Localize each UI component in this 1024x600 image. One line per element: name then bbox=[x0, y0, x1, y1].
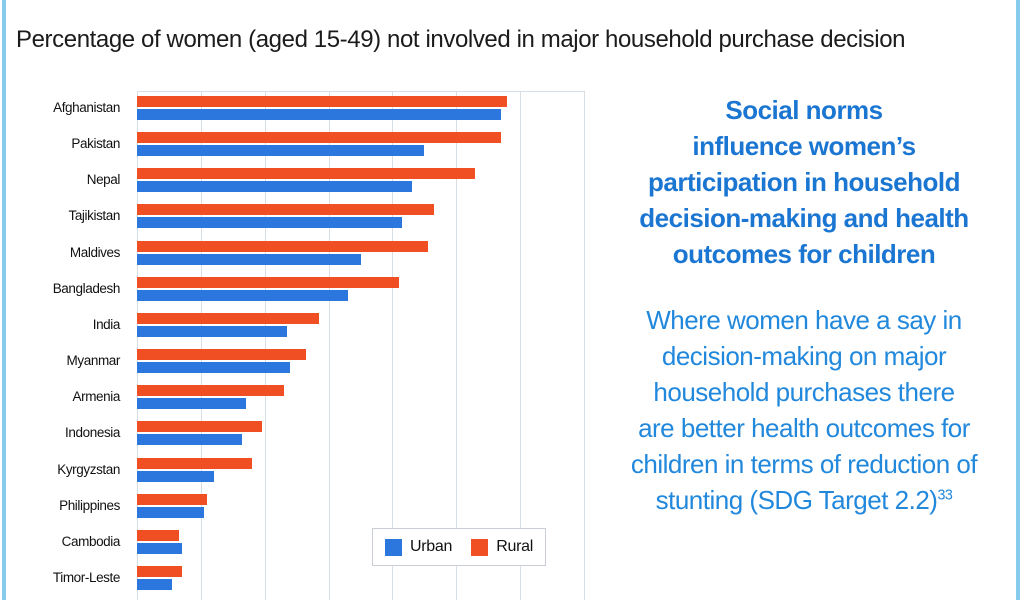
panel-body-text: Where women have a say in decision-makin… bbox=[630, 305, 978, 515]
side-text-panel: Social norms influence women’s participa… bbox=[598, 0, 1010, 600]
left-border bbox=[2, 0, 6, 600]
rural-bar-maldives bbox=[137, 240, 428, 252]
gridline-0 bbox=[137, 91, 138, 600]
urban-bar-nepal bbox=[137, 181, 412, 193]
rural-bar-indonesia bbox=[137, 421, 262, 433]
category-label-maldives: Maldives bbox=[69, 244, 120, 260]
right-border bbox=[1016, 0, 1020, 600]
gridline-70 bbox=[584, 91, 585, 600]
chart-legend: Urban Rural bbox=[372, 528, 546, 566]
category-label-myanmar: Myanmar bbox=[66, 353, 121, 369]
legend-item-urban: Urban bbox=[385, 538, 452, 556]
urban-bar-pakistan bbox=[137, 145, 425, 157]
legend-label-rural: Rural bbox=[496, 538, 533, 555]
rural-bar-myanmar bbox=[137, 349, 307, 361]
urban-bar-india bbox=[137, 325, 288, 337]
urban-bar-kyrgyzstan bbox=[137, 470, 214, 482]
urban-bar-myanmar bbox=[137, 362, 291, 374]
panel-heading: Social norms influence women’s participa… bbox=[639, 95, 969, 269]
urban-bar-bangladesh bbox=[137, 289, 348, 301]
rural-bar-armenia bbox=[137, 385, 284, 397]
legend-item-rural: Rural bbox=[471, 538, 533, 556]
rural-bar-kyrgyzstan bbox=[137, 457, 252, 469]
category-label-philippines: Philippines bbox=[59, 497, 120, 513]
rural-bar-india bbox=[137, 312, 319, 324]
category-label-bangladesh: Bangladesh bbox=[52, 280, 121, 296]
urban-bar-maldives bbox=[137, 253, 361, 265]
chart-title: Percentage of women (aged 15-49) not inv… bbox=[16, 26, 906, 53]
category-label-afghanistan: Afghanistan bbox=[53, 100, 120, 115]
footnote-marker: 33 bbox=[937, 487, 953, 504]
urban-bar-tajikistan bbox=[137, 217, 402, 229]
rural-bar-bangladesh bbox=[137, 276, 399, 288]
gridline-60 bbox=[520, 91, 522, 600]
urban-swatch-icon bbox=[385, 538, 402, 556]
category-label-nepal: Nepal bbox=[86, 172, 121, 188]
category-label-tajikistan: Tajikistan bbox=[68, 208, 120, 224]
urban-bar-indonesia bbox=[137, 434, 243, 446]
urban-bar-armenia bbox=[137, 398, 246, 410]
rural-bar-timor-leste bbox=[137, 565, 182, 577]
plot-top-border bbox=[137, 91, 585, 92]
urban-bar-afghanistan bbox=[137, 109, 501, 120]
urban-bar-philippines bbox=[137, 506, 205, 518]
legend-label-urban: Urban bbox=[410, 538, 453, 555]
rural-bar-tajikistan bbox=[137, 204, 434, 216]
rural-bar-afghanistan bbox=[137, 96, 508, 107]
gridline-40 bbox=[392, 91, 394, 600]
category-label-armenia: Armenia bbox=[72, 389, 121, 405]
category-label-pakistan: Pakistan bbox=[71, 136, 120, 152]
urban-bar-timor-leste bbox=[137, 578, 173, 590]
urban-bar-cambodia bbox=[137, 542, 182, 554]
category-label-timor-leste: Timor-Leste bbox=[52, 569, 121, 585]
gridline-30 bbox=[328, 91, 330, 600]
category-label-kyrgyzstan: Kyrgyzstan bbox=[57, 461, 120, 477]
category-label-cambodia: Cambodia bbox=[61, 533, 121, 549]
gridline-10 bbox=[200, 91, 202, 600]
rural-bar-pakistan bbox=[137, 132, 501, 144]
gridline-20 bbox=[264, 91, 266, 600]
category-label-indonesia: Indonesia bbox=[65, 425, 120, 441]
category-label-india: India bbox=[92, 316, 121, 332]
gridline-50 bbox=[456, 91, 458, 600]
rural-bar-nepal bbox=[137, 168, 476, 180]
rural-bar-philippines bbox=[137, 493, 208, 505]
panel-body: Where women have a say in decision-makin… bbox=[598, 302, 1010, 518]
bar-chart: Afghanistan Pakistan Nepal Tajikistan Maldiv… bbox=[52, 91, 585, 600]
rural-bar-cambodia bbox=[137, 529, 179, 541]
rural-swatch-icon bbox=[471, 538, 489, 556]
